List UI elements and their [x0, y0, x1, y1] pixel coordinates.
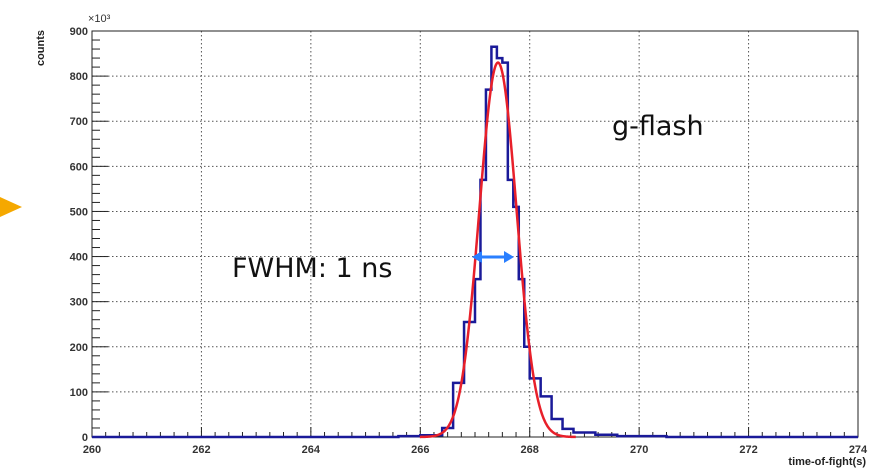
- x-tick-label: 268: [521, 444, 539, 456]
- y-axis: 0 100 200 300 400 500 600 700 800 900: [70, 26, 108, 444]
- pointer-arrow: [0, 197, 22, 217]
- annotation-fwhm: FWHM: 1 ns: [232, 253, 392, 284]
- y-tick-label: 900: [70, 26, 88, 38]
- y-tick-label: 700: [70, 116, 88, 128]
- x-tick-label: 272: [739, 444, 757, 456]
- y-multiplier-label: ×10³: [88, 13, 111, 25]
- x-tick-label: 264: [302, 444, 321, 456]
- x-axis-title: time-of-fight(s): [788, 456, 866, 468]
- histogram-series: [92, 45, 858, 439]
- y-tick-label: 0: [82, 432, 88, 444]
- fwhm-arrow: [472, 251, 514, 263]
- grid-lines: [92, 31, 858, 437]
- y-tick-label: 400: [70, 252, 88, 264]
- annotation-g-flash: g-flash: [612, 111, 704, 142]
- y-tick-label: 500: [70, 206, 88, 218]
- x-axis: 260 262 264 266 268 270 272 274: [83, 427, 868, 456]
- x-tick-label: 260: [83, 444, 101, 456]
- x-tick-label: 266: [411, 444, 429, 456]
- y-tick-label: 200: [70, 342, 88, 354]
- y-tick-label: 100: [70, 387, 88, 399]
- x-tick-label: 262: [192, 444, 210, 456]
- y-tick-label: 300: [70, 297, 88, 309]
- x-tick-label: 270: [630, 444, 648, 456]
- y-tick-label: 800: [70, 71, 88, 83]
- y-tick-label: 600: [70, 161, 88, 173]
- x-tick-label: 274: [849, 444, 868, 456]
- gaussian-fit-curve: [419, 61, 576, 439]
- plot-frame: [91, 30, 859, 438]
- y-axis-title: counts: [35, 30, 47, 66]
